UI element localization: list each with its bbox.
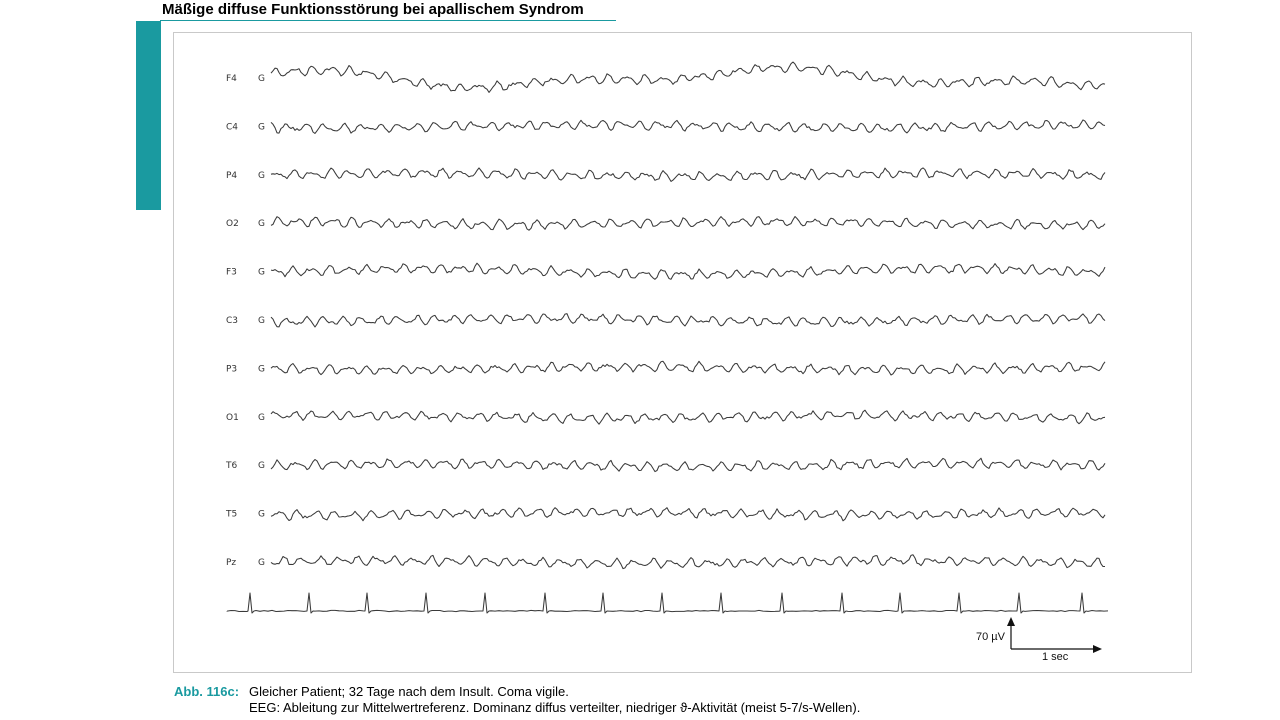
channel-label-o2: O2 bbox=[226, 219, 239, 229]
figure-caption: Abb. 116c: Gleicher Patient; 32 Tage nac… bbox=[174, 684, 860, 716]
eeg-trace-pz bbox=[270, 554, 1105, 570]
channel-ref-c4: G bbox=[258, 122, 265, 132]
channel-ref-f3: G bbox=[258, 268, 265, 278]
eeg-trace-p4 bbox=[270, 167, 1106, 182]
channel-ref-o1: G bbox=[258, 413, 265, 423]
channel-ref-t5: G bbox=[258, 510, 265, 520]
channel-label-t5: T5 bbox=[225, 510, 237, 520]
channel-label-o1: O1 bbox=[226, 413, 239, 423]
channel-label-p4: P4 bbox=[226, 171, 237, 181]
page-title: Mäßige diffuse Funktionsstörung bei apal… bbox=[162, 1, 584, 18]
eeg-trace-f3 bbox=[270, 262, 1106, 280]
eeg-trace-c4 bbox=[270, 119, 1106, 134]
caption-line-2: EEG: Ableitung zur Mittelwertreferenz. D… bbox=[249, 700, 861, 715]
scale-time-label: 1 sec bbox=[1042, 651, 1069, 663]
eeg-trace-o2 bbox=[270, 215, 1106, 231]
channel-ref-p3: G bbox=[258, 364, 265, 374]
channel-ref-t6: G bbox=[258, 461, 265, 471]
channel-label-c3: C3 bbox=[226, 316, 238, 326]
channel-label-pz: Pz bbox=[226, 558, 236, 568]
channel-ref-f4: G bbox=[258, 74, 265, 84]
channel-label-t6: T6 bbox=[225, 461, 237, 471]
channel-ref-c3: G bbox=[258, 316, 265, 326]
ecg-trace bbox=[226, 592, 1109, 614]
caption-line-1: Gleicher Patient; 32 Tage nach dem Insul… bbox=[249, 684, 569, 699]
calibration-scale: 70 µV 1 sec bbox=[976, 617, 1102, 663]
channel-label-p3: P3 bbox=[226, 364, 237, 374]
eeg-trace-o1 bbox=[270, 409, 1106, 425]
accent-bar bbox=[136, 21, 161, 210]
eeg-trace-t6 bbox=[270, 457, 1106, 473]
eeg-trace-c3 bbox=[270, 313, 1106, 328]
caption-indent bbox=[174, 700, 249, 716]
caption-label: Abb. 116c: bbox=[174, 684, 240, 699]
channel-label-f3: F3 bbox=[226, 268, 237, 278]
eeg-trace-f4 bbox=[270, 61, 1106, 93]
eeg-figure-frame bbox=[173, 32, 1192, 673]
channel-label-c4: C4 bbox=[226, 122, 238, 132]
channel-label-f4: F4 bbox=[226, 74, 237, 84]
channel-ref-pz: G bbox=[258, 558, 265, 568]
title-underline bbox=[160, 20, 616, 21]
eeg-recording: F4 G C4 G P4 G O2 G F3 G C3 G P3 G O1 G T6 G T5 G Pz G 70 µV 1 … bbox=[225, 61, 1109, 663]
eeg-trace-p3 bbox=[270, 360, 1106, 376]
channel-ref-p4: G bbox=[258, 171, 265, 181]
scale-amplitude-label: 70 µV bbox=[976, 631, 1006, 643]
eeg-trace-t5 bbox=[270, 507, 1106, 522]
channel-ref-o2: G bbox=[258, 219, 265, 229]
